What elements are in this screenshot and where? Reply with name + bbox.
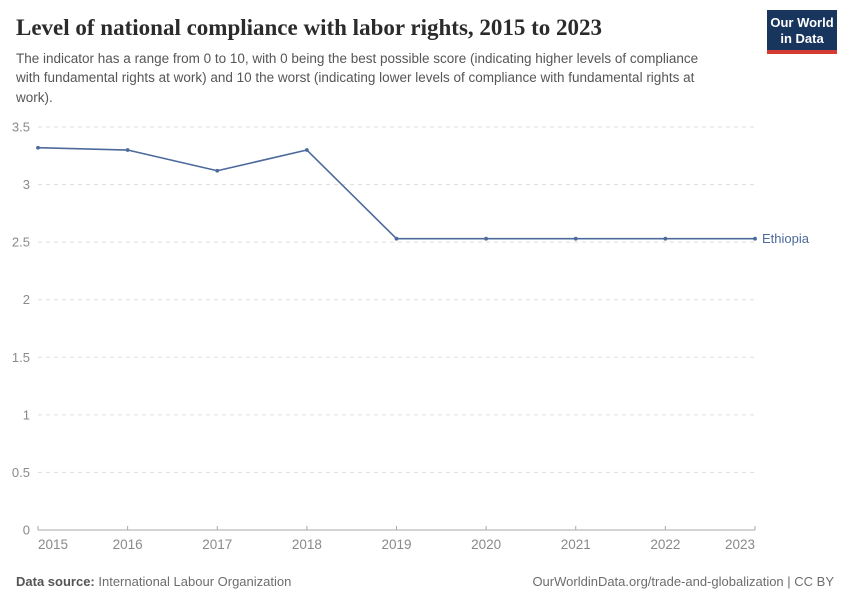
x-tick-label: 2023 — [725, 537, 755, 552]
x-tick-label: 2018 — [292, 537, 322, 552]
y-tick-label: 1.5 — [12, 350, 30, 365]
y-tick-label: 0.5 — [12, 465, 30, 480]
y-tick-label: 2.5 — [12, 235, 30, 250]
chart-footer: Data source: International Labour Organi… — [16, 574, 834, 589]
x-tick-label: 2017 — [202, 537, 232, 552]
chart-subtitle: The indicator has a range from 0 to 10, … — [16, 50, 699, 105]
data-point — [36, 145, 40, 150]
data-point — [753, 236, 757, 241]
y-tick-label: 3.5 — [12, 120, 30, 135]
data-source: Data source: International Labour Organi… — [16, 574, 291, 589]
data-point — [304, 148, 309, 152]
data-point — [663, 236, 668, 241]
x-tick-label: 2019 — [381, 537, 411, 552]
data-point — [573, 236, 578, 241]
y-tick-label: 3 — [23, 177, 30, 192]
data-source-label: Data source: — [16, 574, 95, 589]
x-tick-label: 2015 — [38, 537, 68, 552]
credit-line: OurWorldinData.org/trade-and-globalizati… — [532, 574, 834, 589]
series-label: Ethiopia — [762, 231, 810, 246]
data-source-value: International Labour Organization — [98, 574, 292, 589]
x-tick-label: 2022 — [650, 537, 680, 552]
x-tick-label: 2020 — [471, 537, 501, 552]
y-tick-label: 2 — [23, 292, 30, 307]
owid-logo-line1: Our World — [770, 15, 834, 30]
data-point — [394, 236, 399, 241]
page-title: Level of national compliance with labor … — [16, 15, 603, 40]
owid-logo: Our World in Data — [767, 10, 837, 55]
data-point — [215, 168, 220, 173]
data-point — [125, 148, 130, 152]
x-tick-label: 2016 — [113, 537, 143, 552]
owid-logo-line2: in Data — [780, 30, 824, 46]
chart-header: Level of national compliance with labor … — [0, 0, 850, 107]
x-tick-label: 2021 — [561, 537, 591, 552]
y-tick-label: 1 — [23, 407, 30, 422]
data-line — [37, 146, 755, 240]
data-point — [484, 236, 489, 241]
y-tick-label: 0 — [23, 523, 30, 538]
line-chart: 0 0.5 1 1.5 2 2.5 3 3.5 2015 2016 2017 2018 2019 2020… — [12, 120, 810, 553]
